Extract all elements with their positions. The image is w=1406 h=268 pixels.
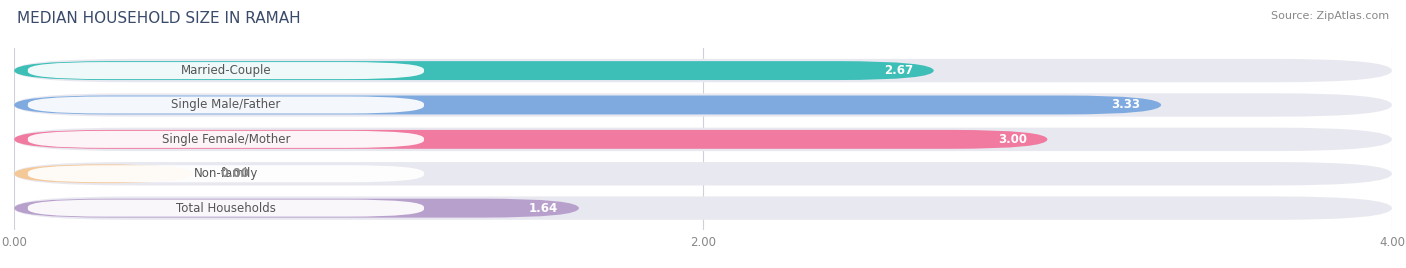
FancyBboxPatch shape: [14, 199, 579, 218]
FancyBboxPatch shape: [14, 59, 1392, 82]
FancyBboxPatch shape: [28, 62, 425, 79]
FancyBboxPatch shape: [28, 96, 425, 113]
Text: 1.64: 1.64: [529, 202, 558, 215]
FancyBboxPatch shape: [14, 130, 1047, 149]
Text: 3.00: 3.00: [998, 133, 1026, 146]
Text: Married-Couple: Married-Couple: [180, 64, 271, 77]
Text: Single Female/Mother: Single Female/Mother: [162, 133, 290, 146]
FancyBboxPatch shape: [28, 165, 425, 182]
FancyBboxPatch shape: [28, 131, 425, 148]
FancyBboxPatch shape: [28, 200, 425, 217]
FancyBboxPatch shape: [14, 162, 1392, 185]
Text: Source: ZipAtlas.com: Source: ZipAtlas.com: [1271, 11, 1389, 21]
FancyBboxPatch shape: [14, 95, 1161, 114]
FancyBboxPatch shape: [14, 196, 1392, 220]
FancyBboxPatch shape: [14, 164, 193, 183]
Text: Total Households: Total Households: [176, 202, 276, 215]
FancyBboxPatch shape: [14, 93, 1392, 117]
Text: 2.67: 2.67: [884, 64, 912, 77]
Text: 3.33: 3.33: [1112, 98, 1140, 111]
Text: 0.00: 0.00: [221, 167, 250, 180]
FancyBboxPatch shape: [14, 61, 934, 80]
Text: Single Male/Father: Single Male/Father: [172, 98, 281, 111]
FancyBboxPatch shape: [14, 128, 1392, 151]
Text: Non-family: Non-family: [194, 167, 259, 180]
Text: MEDIAN HOUSEHOLD SIZE IN RAMAH: MEDIAN HOUSEHOLD SIZE IN RAMAH: [17, 11, 301, 26]
